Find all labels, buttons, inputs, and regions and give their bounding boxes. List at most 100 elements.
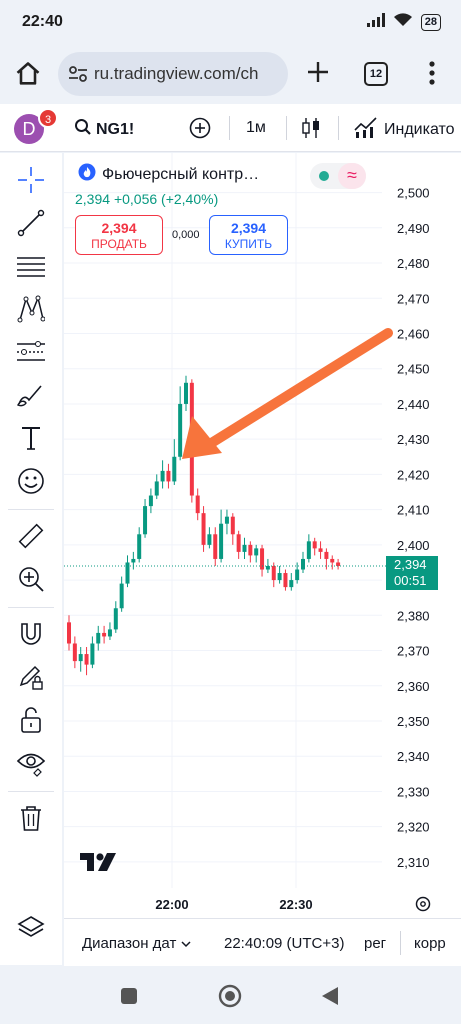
market-status-pill[interactable]: ≈ xyxy=(310,163,366,189)
candle xyxy=(265,558,270,574)
y-tick-label: 2,310 xyxy=(397,855,430,870)
candle xyxy=(72,636,77,669)
candle-body xyxy=(96,632,101,644)
candle xyxy=(330,555,335,570)
sell-button[interactable]: 2,394 ПРОДАТЬ xyxy=(75,215,163,255)
candle-body xyxy=(336,562,341,566)
spread-value: 0,000 xyxy=(172,229,200,241)
zoom-tool[interactable] xyxy=(14,564,48,598)
home-circle-icon[interactable] xyxy=(218,984,242,1013)
recents-icon[interactable] xyxy=(121,988,137,1004)
status-bar: 22:40 28 xyxy=(0,0,461,44)
candle-body xyxy=(219,523,224,559)
chevron-down-icon xyxy=(180,935,191,952)
candle xyxy=(113,601,118,633)
status-time: 22:40 xyxy=(22,13,63,30)
icons-tool[interactable] xyxy=(14,466,48,500)
date-range-button[interactable]: Диапазон дат xyxy=(82,935,191,952)
measure-tool[interactable] xyxy=(14,521,48,555)
hide-drawings-tool[interactable] xyxy=(14,748,48,782)
y-tick-label: 2,450 xyxy=(397,362,430,377)
x-tick-label: 22:30 xyxy=(279,897,312,912)
chart-toolbar: D 3 NG1! 1м Индикато xyxy=(0,104,461,152)
adjustment-button[interactable]: корр xyxy=(414,935,446,952)
smiley-icon xyxy=(17,467,45,500)
legend-title[interactable]: Фьючерсный контр… xyxy=(78,163,259,186)
crosshair-tool[interactable] xyxy=(14,165,48,199)
fib-tool[interactable] xyxy=(14,251,48,285)
y-tick-label: 2,410 xyxy=(397,503,430,518)
y-tick-label: 2,380 xyxy=(397,608,430,623)
forecast-tool[interactable] xyxy=(14,337,48,371)
eye-icon xyxy=(16,749,46,782)
y-tick-label: 2,420 xyxy=(397,467,430,482)
indicators-icon xyxy=(354,116,378,143)
object-tree-tool[interactable] xyxy=(14,913,48,947)
candle xyxy=(324,548,329,570)
sell-label: ПРОДАТЬ xyxy=(91,237,147,251)
candle xyxy=(90,636,95,669)
candle xyxy=(102,625,107,644)
compare-add-icon[interactable] xyxy=(189,117,211,144)
candle-body xyxy=(78,654,83,662)
candle xyxy=(137,527,142,563)
timezone-clock[interactable]: 22:40:09 (UTC+3) xyxy=(224,935,345,952)
magnet-tool[interactable] xyxy=(14,619,48,653)
url-field[interactable]: ru.tradingview.com/ch xyxy=(58,52,288,96)
bottom-divider xyxy=(400,931,401,955)
magnet-icon xyxy=(17,620,45,653)
indicators-label: Индикато xyxy=(384,120,455,138)
system-nav-bar xyxy=(0,966,461,1024)
brush-tool[interactable] xyxy=(14,380,48,414)
home-icon[interactable] xyxy=(14,60,42,93)
bar-countdown: 00:51 xyxy=(394,572,427,588)
forecast-icon xyxy=(16,339,46,370)
candle xyxy=(248,541,253,563)
chart-panel[interactable]: 2,500 2,490 2,480 2,470 2,460 2,450 2,440 2,430… xyxy=(64,153,461,965)
lock-all-tool[interactable] xyxy=(14,705,48,739)
candle-body xyxy=(113,608,118,630)
price-chart[interactable]: 2,500 2,490 2,480 2,470 2,460 2,450 2,440 2,430… xyxy=(64,153,461,918)
remove-drawings-tool[interactable] xyxy=(14,803,48,837)
candle-body xyxy=(283,573,288,588)
time-axis: 22:00 22:30 xyxy=(155,897,312,912)
lock-drawings-tool[interactable] xyxy=(14,662,48,696)
back-icon[interactable] xyxy=(321,986,339,1011)
candle-body xyxy=(277,573,282,581)
y-tick-label: 2,340 xyxy=(397,749,430,764)
new-tab-icon[interactable] xyxy=(306,60,330,89)
candle-body xyxy=(137,534,142,559)
candle-body xyxy=(119,583,124,609)
candle-body xyxy=(207,534,212,545)
candle xyxy=(312,537,317,556)
horizontal-lines-icon xyxy=(16,254,46,283)
pattern-tool[interactable] xyxy=(14,294,48,328)
symbol-search-button[interactable]: NG1! xyxy=(74,118,134,141)
tab-switcher-button[interactable]: 12 xyxy=(364,62,388,86)
flame-icon xyxy=(78,163,96,186)
candle xyxy=(154,474,159,500)
candle xyxy=(148,488,153,514)
candle xyxy=(283,569,288,591)
text-icon xyxy=(19,425,43,456)
y-tick-label: 2,330 xyxy=(397,784,430,799)
interval-button[interactable]: 1м xyxy=(246,119,266,136)
candle-body xyxy=(178,403,183,457)
y-tick-label: 2,350 xyxy=(397,714,430,729)
indicators-button[interactable]: Индикато xyxy=(354,116,461,143)
brush-icon xyxy=(16,382,46,413)
candle-body xyxy=(160,470,165,482)
text-tool[interactable] xyxy=(14,423,48,457)
candle xyxy=(230,513,235,545)
session-button[interactable]: рег xyxy=(364,935,387,952)
candle-body xyxy=(213,534,218,559)
candle-body xyxy=(289,580,294,588)
site-settings-icon[interactable] xyxy=(68,66,88,87)
market-open-dot-icon xyxy=(319,171,329,181)
trend-line-tool[interactable] xyxy=(14,208,48,242)
candle-body xyxy=(301,558,305,570)
browser-menu-icon[interactable] xyxy=(428,60,436,91)
buy-button[interactable]: 2,394 КУПИТЬ xyxy=(209,215,288,255)
candles-chart-type-icon[interactable] xyxy=(300,116,322,145)
y-tick-label: 2,400 xyxy=(397,538,430,553)
